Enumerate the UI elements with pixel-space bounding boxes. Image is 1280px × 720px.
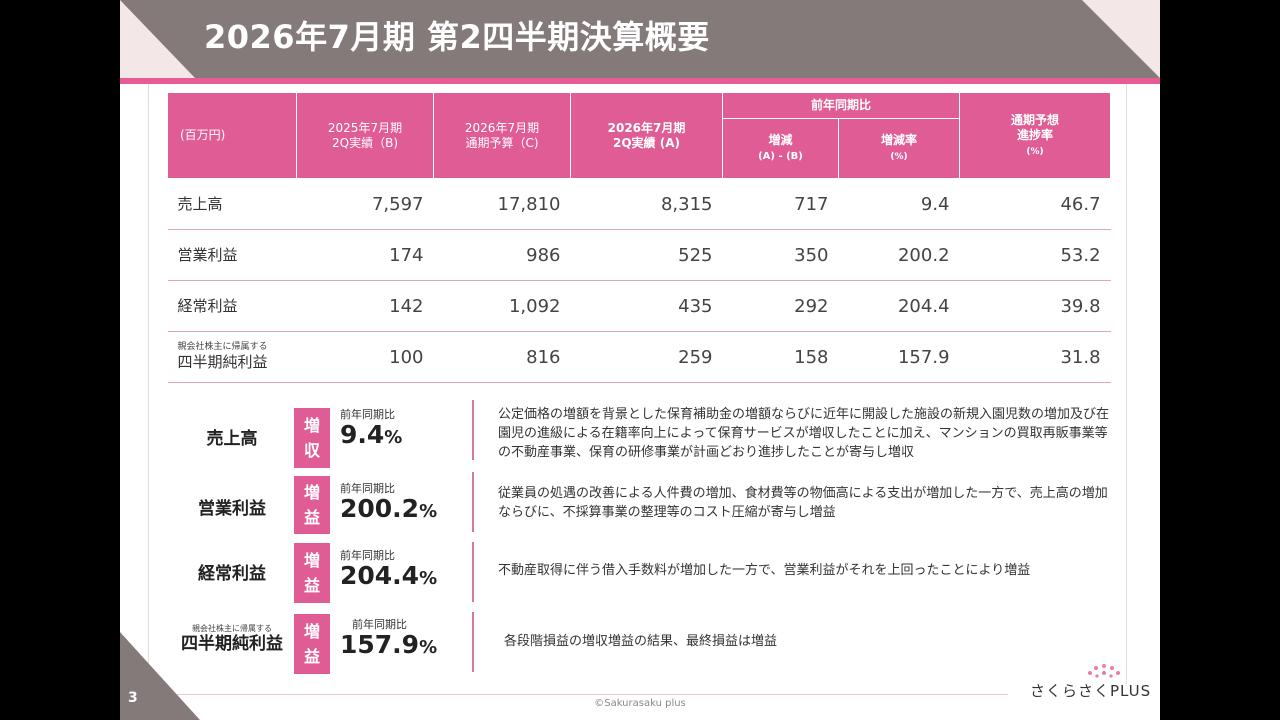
summary-percentage: 157.9% [340, 630, 438, 659]
summary-percentage: 200.2% [340, 494, 438, 523]
summary-label: 売上高 [206, 429, 258, 449]
cell-c: 1,092 [433, 280, 571, 332]
cell-b: 7,597 [296, 178, 434, 230]
summary-prev-label: 前年同期比 [340, 408, 395, 421]
row-label: 経常利益 [167, 280, 297, 332]
yoy-group-header: 前年同期比 [721, 92, 961, 119]
cell-progress: 53.2 [959, 229, 1111, 281]
footer-line [148, 694, 1008, 695]
summary-prev-label: 前年同期比 [352, 618, 407, 631]
header-band [120, 0, 1160, 78]
cell-diff: 292 [722, 280, 839, 332]
cell-c: 816 [433, 331, 571, 383]
col-header-c: 2026年7月期 通期予算（C) [433, 92, 571, 179]
col-header-a: 2026年7月期 2Q実績 (A) [570, 92, 723, 179]
cell-a: 8,315 [570, 178, 723, 230]
header-corner-left [120, 0, 195, 78]
cell-progress: 31.8 [959, 331, 1111, 383]
summary-description: 従業員の処遇の改善による人件費の増加、食材費等の物価高による支出が増加した一方で… [498, 486, 1108, 520]
cell-b: 100 [296, 331, 434, 383]
summary-operating-profit: 営業利益 増益 前年同期比 200.2% 従業員の処遇の改善による人件費の増加、… [120, 472, 1160, 536]
summary-net-income: 親会社株主に帰属する 四半期純利益 増益 前年同期比 157.9% 各段階損益の… [120, 612, 1160, 674]
summary-badge: 増益 [294, 614, 330, 674]
cell-progress: 39.8 [959, 280, 1111, 332]
summary-divider [472, 612, 474, 672]
cell-a: 435 [570, 280, 723, 332]
cell-rate: 9.4 [838, 178, 960, 230]
table-row: 親会社株主に帰属する 四半期純利益 100 816 259 158 157.9 … [167, 331, 1111, 383]
summary-label: 経常利益 [198, 564, 266, 584]
summary-label: 営業利益 [198, 499, 266, 519]
cell-c: 17,810 [433, 178, 571, 230]
col-header-b: 2025年7月期 2Q実績（B) [296, 92, 434, 179]
brand-flower-icon [1088, 664, 1120, 678]
col-header-diff: 増減 (A) - (B) [722, 118, 839, 179]
summary-prev-label: 前年同期比 [340, 482, 395, 495]
summary-label: 親会社株主に帰属する 四半期純利益 [181, 624, 283, 654]
frame-line-right [1126, 84, 1127, 684]
brand-logo: さくらさくPLUS [1030, 682, 1152, 700]
cell-b: 174 [296, 229, 434, 281]
col-header-progress: 通期予想 進捗率 (%) [959, 92, 1112, 179]
unit-header: (百万円) [167, 92, 297, 179]
cell-a: 525 [570, 229, 723, 281]
cell-diff: 717 [722, 178, 839, 230]
row-label: 営業利益 [167, 229, 297, 281]
summary-divider [472, 542, 474, 602]
summary-divider [472, 472, 474, 532]
summary-badge: 増益 [294, 543, 330, 603]
slide: 2026年7月期 第2四半期決算概要 (百万円) 2025年7月期 2Q実績（B)… [120, 0, 1160, 720]
table-row: 営業利益 174 986 525 350 200.2 53.2 [167, 229, 1111, 281]
cell-progress: 46.7 [959, 178, 1111, 230]
summary-description: 不動産取得に伴う借入手数料が増加した一方で、営業利益がそれを上回ったことにより増… [498, 563, 1031, 578]
row-label: 親会社株主に帰属する 四半期純利益 [167, 331, 297, 383]
cell-c: 986 [433, 229, 571, 281]
cell-diff: 350 [722, 229, 839, 281]
page-number: 3 [128, 690, 138, 706]
cell-a: 259 [570, 331, 723, 383]
cell-b: 142 [296, 280, 434, 332]
summary-description: 各段階損益の増収増益の結果、最終損益は増益 [504, 634, 778, 649]
table-row: 売上高 7,597 17,810 8,315 717 9.4 46.7 [167, 178, 1111, 230]
table-row: 経常利益 142 1,092 435 292 204.4 39.8 [167, 280, 1111, 332]
summary-percentage: 204.4% [340, 561, 438, 590]
cell-diff: 158 [722, 331, 839, 383]
summary-sales: 売上高 増収 前年同期比 9.4% 公定価格の増額を背景とした保育補助金の増額な… [120, 400, 1160, 468]
page-title: 2026年7月期 第2四半期決算概要 [204, 18, 710, 56]
header-accent-line [120, 78, 1160, 84]
page-number-corner [120, 632, 200, 720]
col-header-diff-rate: 増減率 (%) [837, 118, 961, 179]
frame-line-left [148, 84, 149, 684]
cell-rate: 200.2 [838, 229, 960, 281]
row-label-note: 親会社株主に帰属する [177, 342, 268, 353]
cell-rate: 204.4 [838, 280, 960, 332]
summary-percentage: 9.4% [340, 420, 403, 449]
row-label: 売上高 [167, 178, 297, 230]
cell-rate: 157.9 [838, 331, 960, 383]
copyright: ©Sakurasaku plus [594, 698, 686, 709]
summary-divider [472, 400, 474, 460]
summary-badge: 増収 [294, 408, 330, 468]
summary-description: 公定価格の増額を背景とした保育補助金の増額ならびに近年に開設した施設の新規入園児… [498, 407, 1110, 460]
header-corner-right [1082, 0, 1160, 78]
summary-badge: 増益 [294, 476, 330, 534]
summary-prev-label: 前年同期比 [340, 549, 395, 562]
summary-ordinary-profit: 経常利益 増益 前年同期比 204.4% 不動産取得に伴う借入手数料が増加した一… [120, 542, 1160, 603]
results-table: (百万円) 2025年7月期 2Q実績（B) 2026年7月期 通期予算（C) 20… [167, 92, 1112, 383]
